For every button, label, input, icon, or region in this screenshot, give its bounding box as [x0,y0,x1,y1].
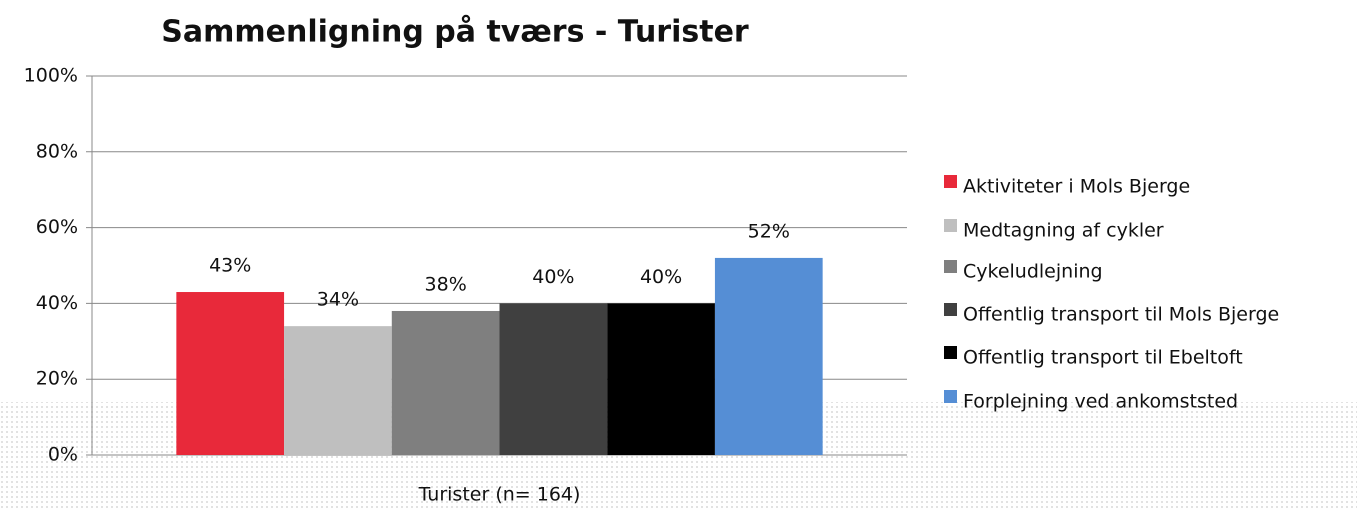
y-tick-label: 100% [24,65,78,87]
legend-label: Forplejning ved ankomststed [963,391,1238,413]
y-tick-label: 20% [36,368,78,390]
data-label: 40% [532,266,574,288]
legend-label: Cykeludlejning [963,261,1103,283]
legend-label: Offentlig transport til Mols Bjerge [963,304,1279,326]
legend-swatch [944,390,957,403]
bar [176,292,285,455]
data-label: 40% [640,266,682,288]
y-tick-label: 0% [48,444,78,466]
bar [714,257,823,455]
legend-swatch [944,219,957,232]
legend-swatch [944,346,957,359]
data-label: 43% [209,255,251,277]
bar [499,303,608,455]
legend-label: Aktiviteter i Mols Bjerge [963,176,1190,198]
data-label: 38% [425,273,467,295]
data-label: 34% [317,289,359,311]
x-tick-label: Turister (n= 164) [418,484,581,506]
bar [391,310,500,455]
y-tick-label: 80% [36,140,78,162]
legend-swatch [944,260,957,273]
legend-label: Offentlig transport til Ebeltoft [963,347,1243,369]
y-tick-label: 60% [36,216,78,238]
data-label: 52% [748,220,790,242]
chart-title: Sammenligning på tværs - Turister [161,14,749,50]
bar [607,303,715,455]
y-tick-label: 40% [36,292,78,314]
legend-label: Medtagning af cykler [963,220,1164,242]
legend-swatch [944,303,957,316]
bar [284,326,392,455]
legend-swatch [944,175,957,188]
